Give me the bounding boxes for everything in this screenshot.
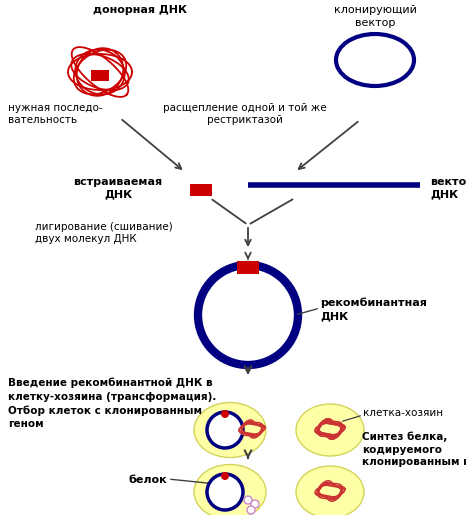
Circle shape: [251, 500, 259, 508]
Text: Введение рекомбинантной ДНК в
клетку-хозяина (трансформация).
Отбор клеток с кло: Введение рекомбинантной ДНК в клетку-хоз…: [8, 378, 216, 429]
Ellipse shape: [296, 466, 364, 515]
Circle shape: [221, 410, 229, 418]
Circle shape: [207, 412, 243, 448]
Bar: [190, 184, 212, 196]
Text: встраиваемая
ДНК: встраиваемая ДНК: [74, 177, 163, 199]
Text: клонирующий
вектор: клонирующий вектор: [334, 5, 417, 28]
Text: нужная последо-
вательность: нужная последо- вательность: [8, 103, 103, 125]
Ellipse shape: [296, 404, 364, 456]
Text: лигирование (сшивание)
двух молекул ДНК: лигирование (сшивание) двух молекул ДНК: [35, 222, 173, 245]
Circle shape: [221, 472, 229, 480]
Ellipse shape: [336, 34, 414, 86]
Text: рекомбинантная
ДНК: рекомбинантная ДНК: [320, 298, 427, 321]
Text: донорная ДНК: донорная ДНК: [93, 5, 187, 15]
Ellipse shape: [194, 465, 266, 515]
Circle shape: [247, 506, 255, 514]
Text: Синтез белка,
кодируемого
клонированным геном: Синтез белка, кодируемого клонированным …: [362, 432, 466, 467]
Circle shape: [207, 474, 243, 510]
Text: векторная
ДНК: векторная ДНК: [430, 177, 466, 199]
Ellipse shape: [194, 403, 266, 457]
Text: расщепление одной и той же
рестриктазой: расщепление одной и той же рестриктазой: [163, 103, 327, 125]
Bar: [237, 261, 259, 274]
Circle shape: [244, 496, 252, 504]
Text: клетка-хозяин: клетка-хозяин: [363, 408, 443, 418]
Bar: [91, 70, 109, 81]
Circle shape: [198, 265, 298, 365]
Text: белок: белок: [129, 475, 167, 485]
